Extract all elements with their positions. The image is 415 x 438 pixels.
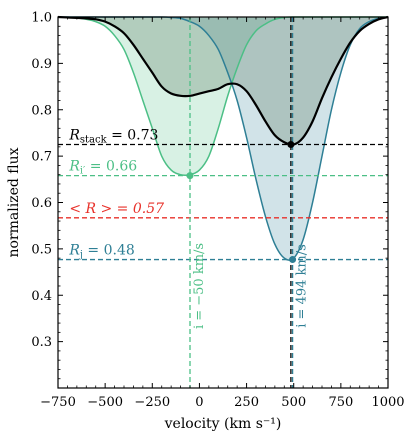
marker-point-0 [186,172,194,180]
vline-label-0: i = −50 km/s [192,243,207,329]
marker-point-2 [289,256,297,264]
y-tick-label: 0.9 [31,57,52,72]
x-tick-label: −250 [134,395,170,410]
x-axis-label: velocity (km s⁻¹) [164,416,282,432]
y-tick-label: 0.6 [31,196,52,211]
hline-label-2: < R > = 0.57 [69,201,164,217]
y-tick-label: 0.8 [31,103,52,118]
series-line-2 [57,15,389,146]
hline-label-1: Ri′ = 0.66 [68,159,137,177]
x-tick-label: 250 [234,395,259,410]
x-tick-label: 500 [281,395,306,410]
hline-label-0: Rstack = 0.73 [68,128,158,146]
x-tick-label: 1000 [371,395,404,410]
y-tick-label: 0.4 [31,289,52,304]
y-axis-ticks: 0.3 0.4 0.5 0.6 0.7 0.8 0.9 1.0 [31,11,388,380]
marker-point-1 [287,141,295,149]
y-tick-label: 0.7 [31,150,52,165]
series-fill-2 [58,17,388,145]
vline-label-2: i = 494 km/s [295,244,310,328]
x-axis-ticks: −750 −500 −250 0 250 500 750 1000 [40,17,405,410]
y-tick-label: 1.0 [31,11,52,26]
marker-points [186,141,297,264]
y-tick-label: 0.3 [31,335,52,350]
series-fill-1 [58,16,388,261]
annotations: Rstack = 0.73 Ri′ = 0.66 < R > = 0.57 Rj = … [68,128,309,330]
y-tick-label: 0.5 [31,242,52,257]
x-tick-label: 750 [328,395,353,410]
hline-label-3: Rj = 0.48 [68,243,134,261]
vertical-reference-lines [189,17,294,388]
x-tick-label: −500 [87,395,123,410]
y-axis-label: normalized flux [6,147,22,257]
horizontal-reference-lines [58,143,388,261]
x-tick-label: 0 [195,395,203,410]
x-tick-label: −750 [40,395,76,410]
